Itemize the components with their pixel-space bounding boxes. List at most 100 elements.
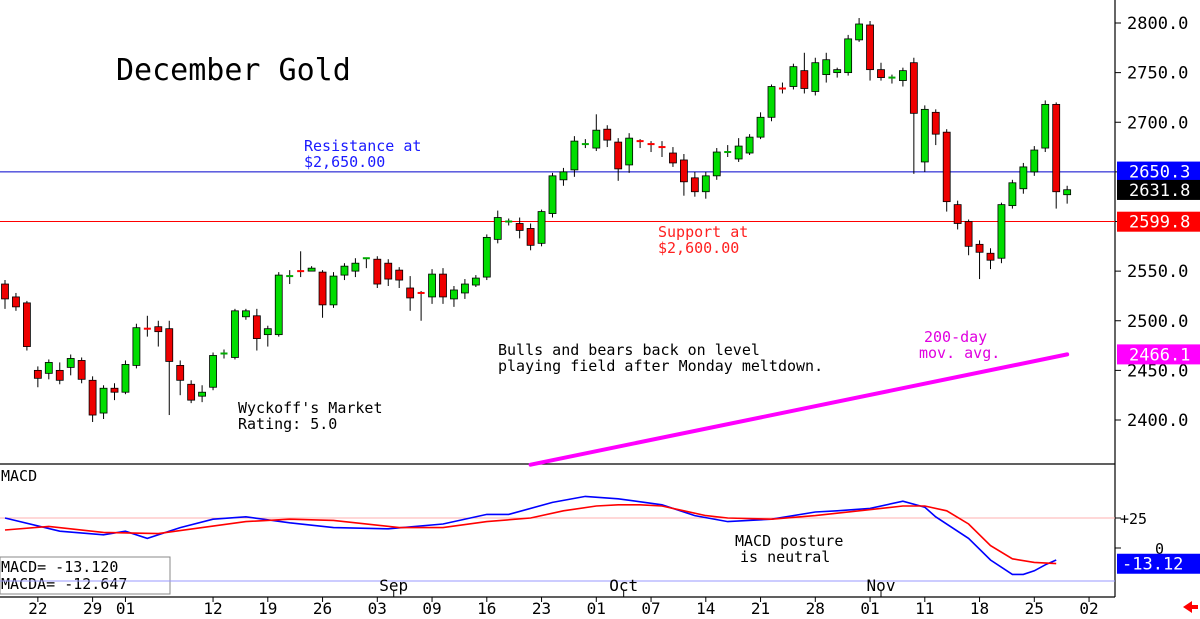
candle-body [614, 141, 623, 170]
candle [669, 147, 677, 167]
y-tick-label: 2550.0 [1127, 262, 1188, 282]
candle-body [33, 369, 42, 379]
x-tick-label: 03 [368, 599, 387, 618]
macd-flag-bg [1117, 553, 1200, 574]
candle [121, 360, 130, 395]
candle [384, 259, 393, 287]
scroll-left-arrow-icon[interactable] [1183, 601, 1198, 613]
macda-readout: MACDA= -12.647 [1, 575, 127, 593]
candle-body [263, 328, 272, 336]
candle-body [307, 267, 316, 272]
candle [274, 272, 283, 337]
candle [198, 385, 207, 403]
candle-body [833, 69, 842, 74]
candle [680, 154, 688, 196]
x-tick-label: 28 [806, 599, 825, 618]
candle [329, 272, 338, 308]
candle [44, 359, 53, 380]
candle-body [899, 70, 907, 81]
macd-series-macd [4, 495, 1057, 576]
x-tick-label: 11 [915, 599, 934, 618]
rating-line-1: Wyckoff's Market [238, 399, 383, 417]
candle [888, 74, 896, 84]
candle-body [209, 355, 217, 388]
macd-readout: MACD= -13.120 [1, 558, 118, 576]
price-flag-label: 2599.8 [1129, 213, 1190, 233]
candle-body [526, 228, 535, 246]
price-flag-bg [1117, 344, 1200, 365]
candle-body [701, 175, 710, 193]
support-label-2: $2,600.00 [658, 239, 739, 257]
candle [855, 18, 863, 42]
x-tick-label: 01 [860, 599, 879, 618]
candle [756, 112, 765, 140]
candle-body [811, 62, 820, 92]
candle [942, 129, 951, 212]
candle [614, 138, 623, 181]
candle [307, 266, 316, 272]
candle-body [734, 145, 743, 160]
candle [625, 133, 634, 173]
candle [712, 148, 721, 180]
candle [767, 84, 776, 122]
candle [318, 270, 327, 318]
candle [920, 105, 929, 172]
macd-panel-title: MACD [1, 467, 37, 485]
candle-body [44, 362, 53, 374]
candle-body [428, 273, 436, 298]
candle [1019, 162, 1028, 194]
candle-body [99, 387, 108, 414]
candle [1, 280, 9, 309]
candle-body [559, 171, 568, 181]
candle-body [154, 326, 163, 333]
x-tick-label: 19 [258, 599, 277, 618]
candle [428, 269, 436, 304]
x-tick-label: 09 [422, 599, 441, 618]
candle-body [460, 283, 469, 294]
rating-line-2: Rating: 5.0 [238, 415, 337, 433]
candle [110, 383, 119, 401]
y-tick-label: 2750.0 [1127, 64, 1188, 84]
candle [505, 218, 513, 226]
candle [548, 172, 557, 218]
candle-body [800, 70, 809, 89]
candle [351, 258, 360, 278]
candle [132, 323, 141, 369]
candle-body [132, 327, 141, 366]
candle [953, 200, 962, 230]
month-label: Oct [609, 576, 638, 595]
candle [241, 308, 250, 320]
x-tick-label: 29 [83, 599, 102, 618]
candle [406, 276, 415, 311]
x-tick-label: 22 [28, 599, 47, 618]
candle-body [66, 358, 75, 368]
candle [482, 234, 491, 281]
candle-body [22, 302, 31, 347]
candle-body [1041, 103, 1050, 149]
candle-body [592, 129, 601, 149]
candle [340, 263, 349, 281]
price-flag-label: 2466.1 [1129, 345, 1190, 365]
candle-body [439, 273, 447, 298]
candle [1030, 146, 1039, 176]
candle [165, 320, 174, 416]
candle [450, 286, 458, 307]
candle-body [55, 369, 64, 381]
candle-body [537, 211, 546, 244]
candle-body [1052, 103, 1061, 193]
candle-body [712, 151, 721, 177]
candle [997, 202, 1006, 264]
candle [66, 354, 75, 376]
candle [362, 257, 370, 269]
x-tick-label: 07 [641, 599, 660, 618]
candle [559, 167, 568, 186]
candle [395, 267, 404, 288]
ma-200-line [528, 352, 1070, 467]
candle-body [493, 217, 502, 240]
ma-label-2: mov. avg. [919, 344, 1000, 362]
candle-body [745, 136, 754, 154]
candle-body [1, 283, 9, 300]
candle-body [690, 177, 699, 193]
y-tick-label: 2500.0 [1127, 312, 1188, 332]
candle-body [942, 131, 951, 203]
